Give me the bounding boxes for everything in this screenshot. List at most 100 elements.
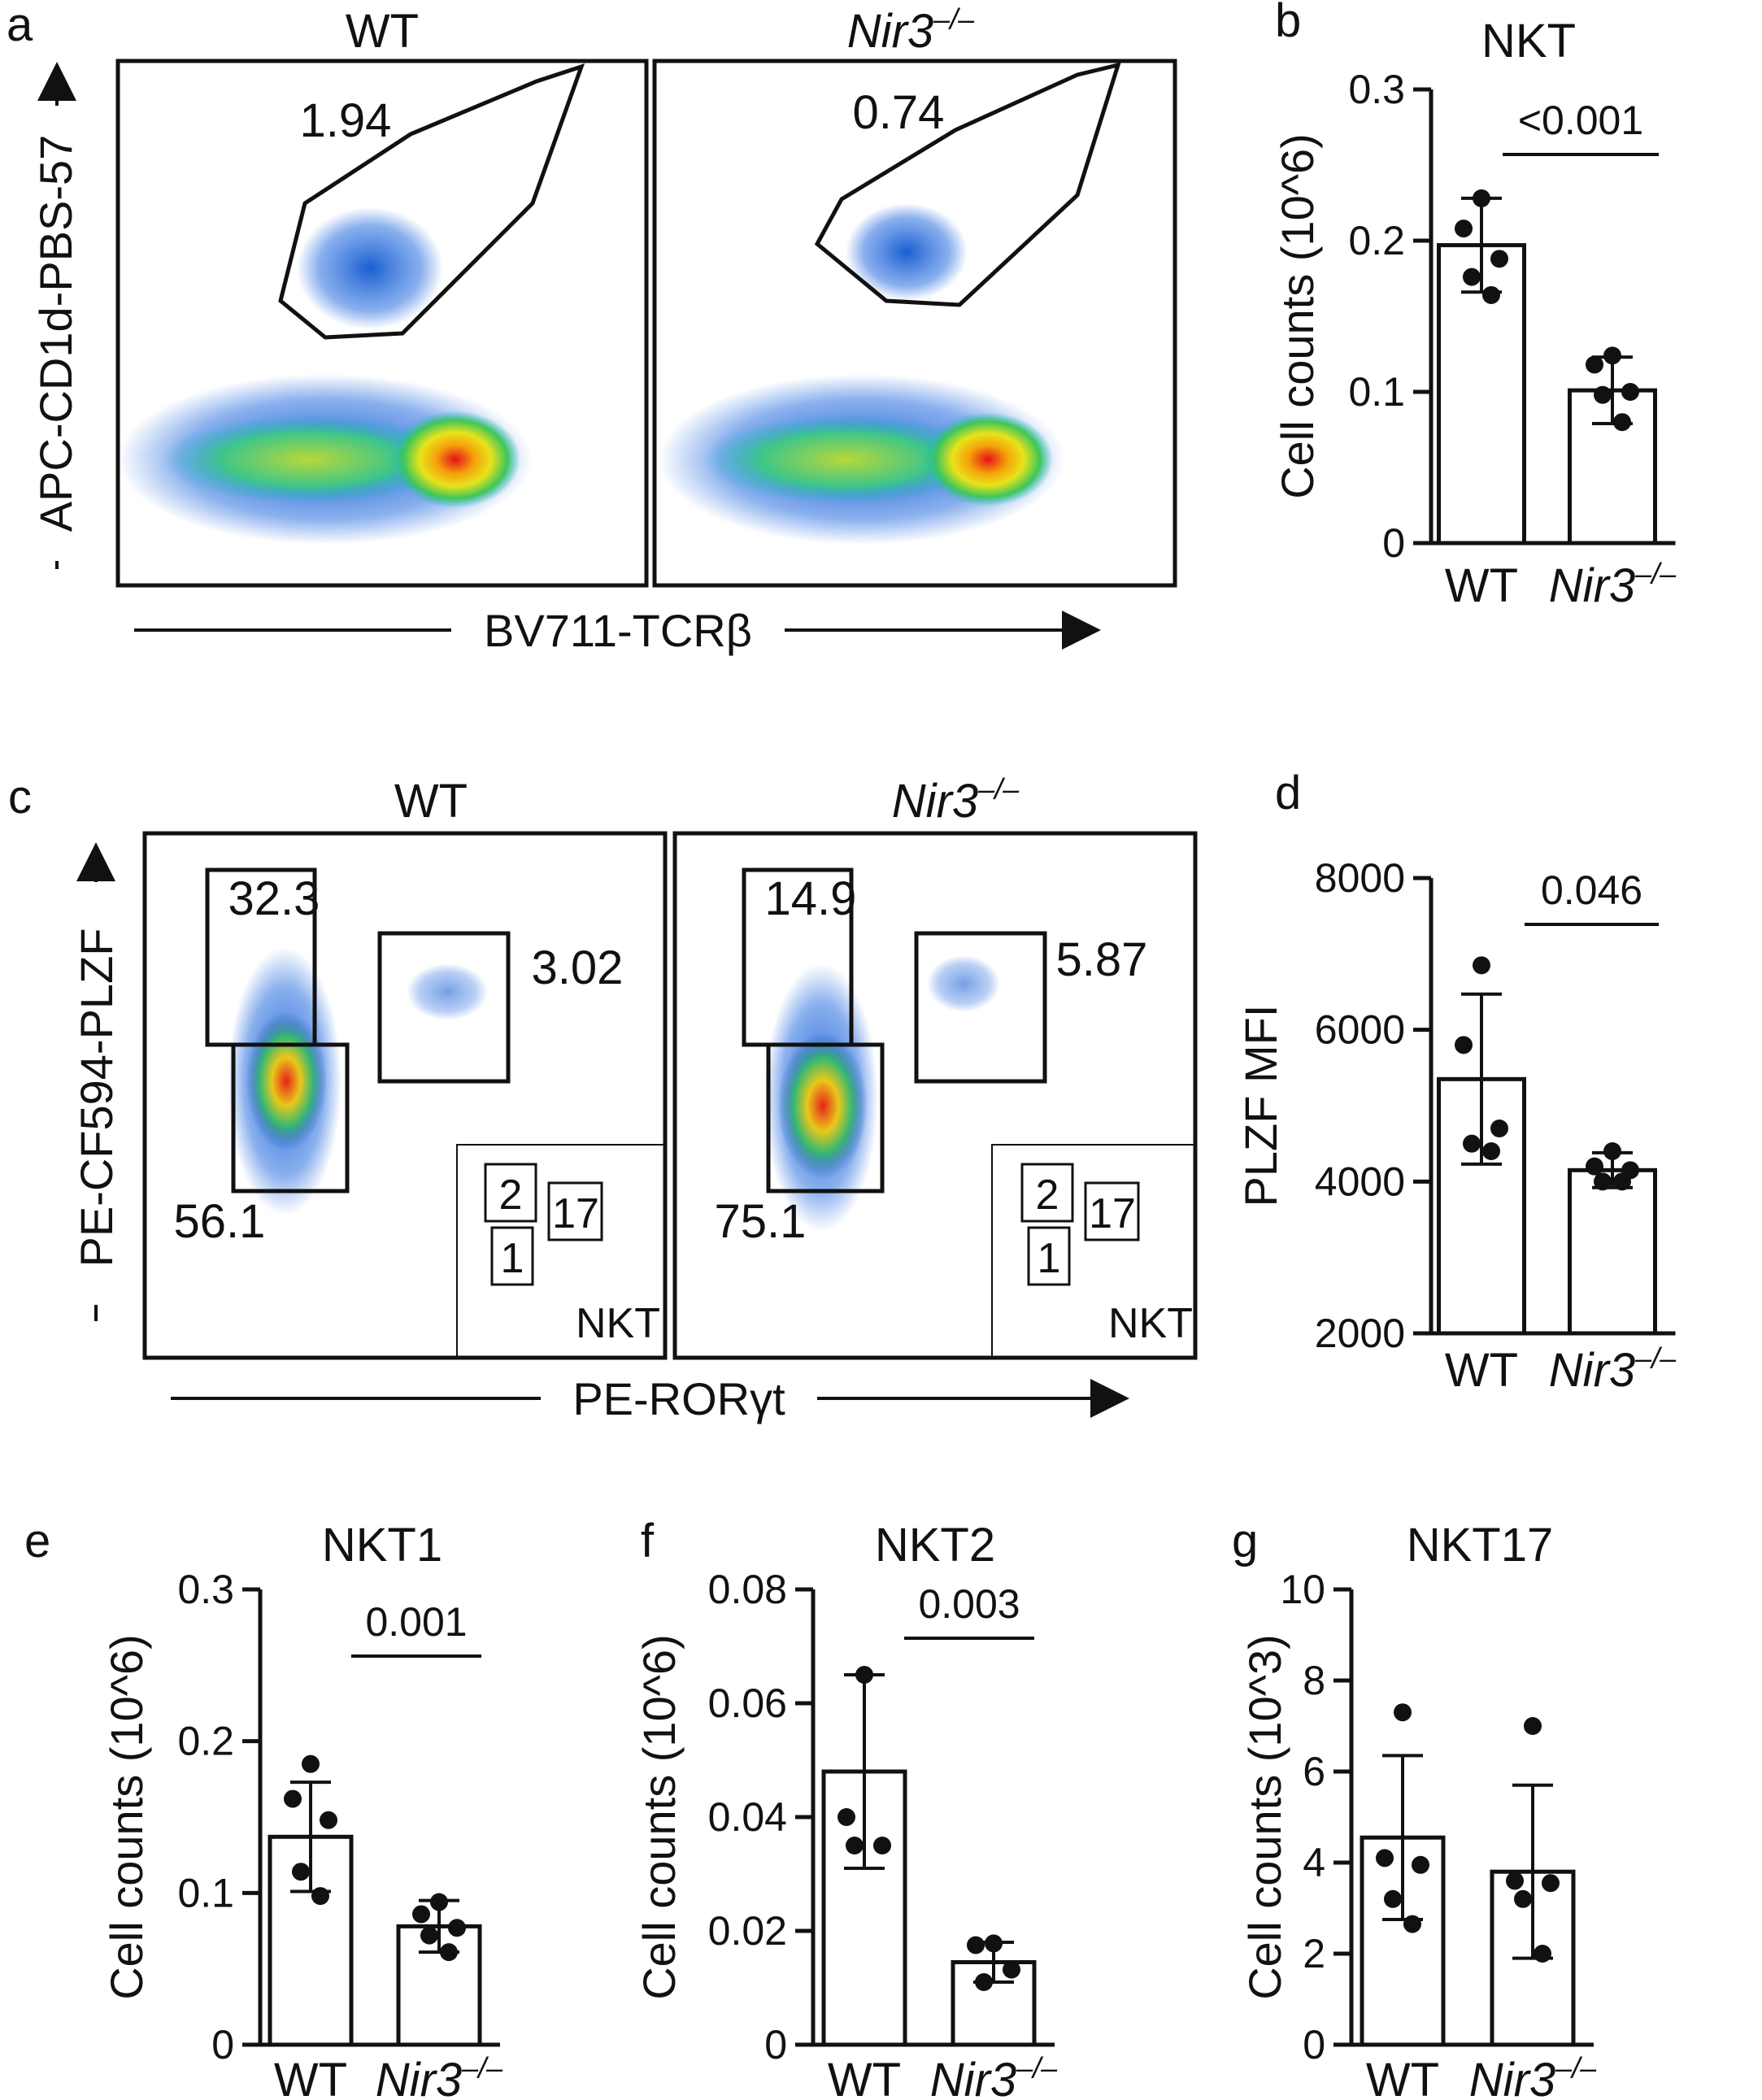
y-tick-label-e: 0.1 (177, 1870, 234, 1915)
chart-g: g NKT17 0 2 4 6 8 10 Cell counts (10^3) WT Nir3–/– (1232, 1515, 1597, 2100)
data-point-e (412, 1905, 430, 1924)
panel-a-wt-title: WT (346, 5, 419, 58)
panel-letter-g: g (1232, 1515, 1258, 1567)
panel-letter-c: c (8, 771, 32, 824)
y-tick-label-f: 0.04 (708, 1794, 787, 1840)
data-point-d (1482, 1142, 1500, 1160)
data-point-f (846, 1837, 864, 1854)
data-point-d (1463, 1134, 1481, 1153)
y-axis-label-b: Cell counts (10^6) (1272, 133, 1323, 499)
panel-letter-a: a (7, 0, 33, 51)
ko-nkt-gate-box (991, 1144, 1196, 1359)
category-label-sup: –/– (461, 2051, 503, 2085)
category-label-main: Nir3 (1549, 559, 1635, 612)
y-tick-label-f: 0 (764, 2022, 787, 2067)
y-axis-label-d: PLZF MFI (1235, 1005, 1286, 1207)
chart-d: d 2000 4000 6000 8000 PLZF MFI WT Nir3–/– 0.046 (1235, 767, 1677, 1397)
ko-subgate-1-label: 1 (1038, 1235, 1061, 1282)
data-point-e (320, 1811, 337, 1829)
data-point-d (1455, 1036, 1473, 1054)
wt-nkt-gate (278, 63, 585, 340)
wt-nkt-label: NKT (576, 1300, 660, 1347)
data-point-e (284, 1789, 302, 1808)
y-tick-label-b: 0.1 (1348, 369, 1405, 415)
data-point-d (1613, 1172, 1631, 1191)
data-point-e (440, 1943, 458, 1962)
y-tick-label-g: 4 (1303, 1840, 1325, 1885)
wt-subgate-2 (484, 1163, 537, 1223)
wt-subgate-17 (547, 1181, 603, 1241)
data-point-e (430, 1893, 448, 1911)
y-tick-label-f: 0.08 (708, 1567, 787, 1612)
data-point-f (985, 1934, 1003, 1953)
data-point-d (1586, 1157, 1603, 1176)
ko-subgate-2 (1020, 1163, 1074, 1223)
data-point-d (1594, 1172, 1612, 1191)
y-tick-label-g: 8 (1303, 1658, 1325, 1703)
ko-nkt-label: NKT (1108, 1300, 1193, 1347)
panel-letter-f: f (641, 1515, 655, 1567)
data-point-g (1384, 1889, 1402, 1908)
chart-title-e: NKT1 (322, 1519, 442, 1572)
y-tick-label-e: 0.3 (177, 1567, 234, 1612)
data-point-g (1534, 1945, 1551, 1963)
panel-c-wt-flow-plot: 32.3 3.02 56.1 2 1 17 NKT (142, 831, 668, 1360)
y-tick-label-f: 0.02 (708, 1908, 787, 1954)
y-tick-label-g: 10 (1280, 1567, 1325, 1612)
wt-subgate-17-label: 17 (552, 1190, 599, 1237)
category-label-main: Nir3 (1469, 2054, 1555, 2100)
y-tick-label-d: 2000 (1315, 1311, 1405, 1356)
category-label-sup: –/– (1634, 557, 1677, 590)
ko-subgate-2-label: 2 (1036, 1172, 1059, 1219)
chart-e: e NKT1 0 0.1 0.2 0.3 Cell counts (10^6) WT Nir3–… (24, 1515, 503, 2100)
wt-subgate-1-label: 1 (501, 1235, 524, 1282)
category-label-g-1: Nir3–/– (1469, 2051, 1597, 2100)
panel-c-ko-title-sup: –/– (977, 772, 1020, 806)
data-point-d (1473, 956, 1490, 975)
data-point-e (420, 1926, 438, 1945)
y-tick-label-b: 0 (1382, 520, 1405, 566)
ko-gate-percent: 0.74 (853, 86, 945, 139)
wt-mid-gate-value: 3.02 (532, 941, 624, 994)
panel-a-ko-title-sup: –/– (933, 2, 975, 36)
y-tick-label-d: 4000 (1315, 1159, 1405, 1204)
panel-a-wt-flow-plot: 1.94 (115, 59, 649, 588)
panel-c-x-axis-label: PE-RORγt (572, 1373, 785, 1424)
wt-top-gate-value: 32.3 (228, 872, 320, 925)
category-label-e-0: WT (274, 2054, 347, 2100)
data-point-b (1473, 189, 1490, 207)
category-label-b-0: WT (1445, 559, 1518, 612)
p-value-e: 0.001 (365, 1599, 467, 1645)
wt-subgate-1 (490, 1226, 534, 1286)
wt-nkt-cloud (297, 207, 443, 329)
data-point-b (1490, 250, 1508, 268)
chart-title-b: NKT (1481, 15, 1576, 67)
wt-low-gate-value: 56.1 (174, 1195, 266, 1248)
data-point-e (311, 1887, 329, 1906)
category-label-d-1: Nir3–/– (1549, 1341, 1677, 1397)
panel-c-ko-flow-plot: 14.9 5.87 75.1 2 1 17 NKT (672, 831, 1198, 1360)
chart-title-f: NKT2 (875, 1519, 995, 1572)
panel-letter-b: b (1275, 0, 1301, 47)
data-point-g (1514, 1889, 1532, 1908)
data-point-g (1506, 1872, 1524, 1890)
data-point-f (855, 1666, 873, 1684)
panel-c-wt-title: WT (394, 775, 468, 828)
data-point-b (1621, 383, 1639, 401)
category-label-sup: –/– (1016, 2051, 1058, 2085)
data-point-b (1594, 385, 1612, 404)
data-point-b (1482, 285, 1500, 304)
bar-b-0 (1437, 243, 1526, 546)
category-label-g-0: WT (1366, 2054, 1439, 2100)
ko-mid-gate-value: 5.87 (1056, 933, 1148, 986)
wt-plzf-low-gate (231, 1042, 350, 1193)
ko-nkt-gate (814, 62, 1121, 307)
y-axis-label-e: Cell counts (10^6) (101, 1634, 152, 2000)
panel-c: c WT Nir3–/– 32.3 3.02 56.1 2 1 17 NKT (8, 771, 1198, 1427)
y-tick-label-b: 0.2 (1348, 218, 1405, 263)
category-label-main: Nir3 (376, 2054, 462, 2100)
panel-c-ko-title-main: Nir3 (892, 775, 978, 828)
ko-top-gate-value: 14.9 (765, 872, 857, 925)
p-value-f: 0.003 (918, 1581, 1020, 1627)
chart-title-g: NKT17 (1407, 1519, 1554, 1572)
